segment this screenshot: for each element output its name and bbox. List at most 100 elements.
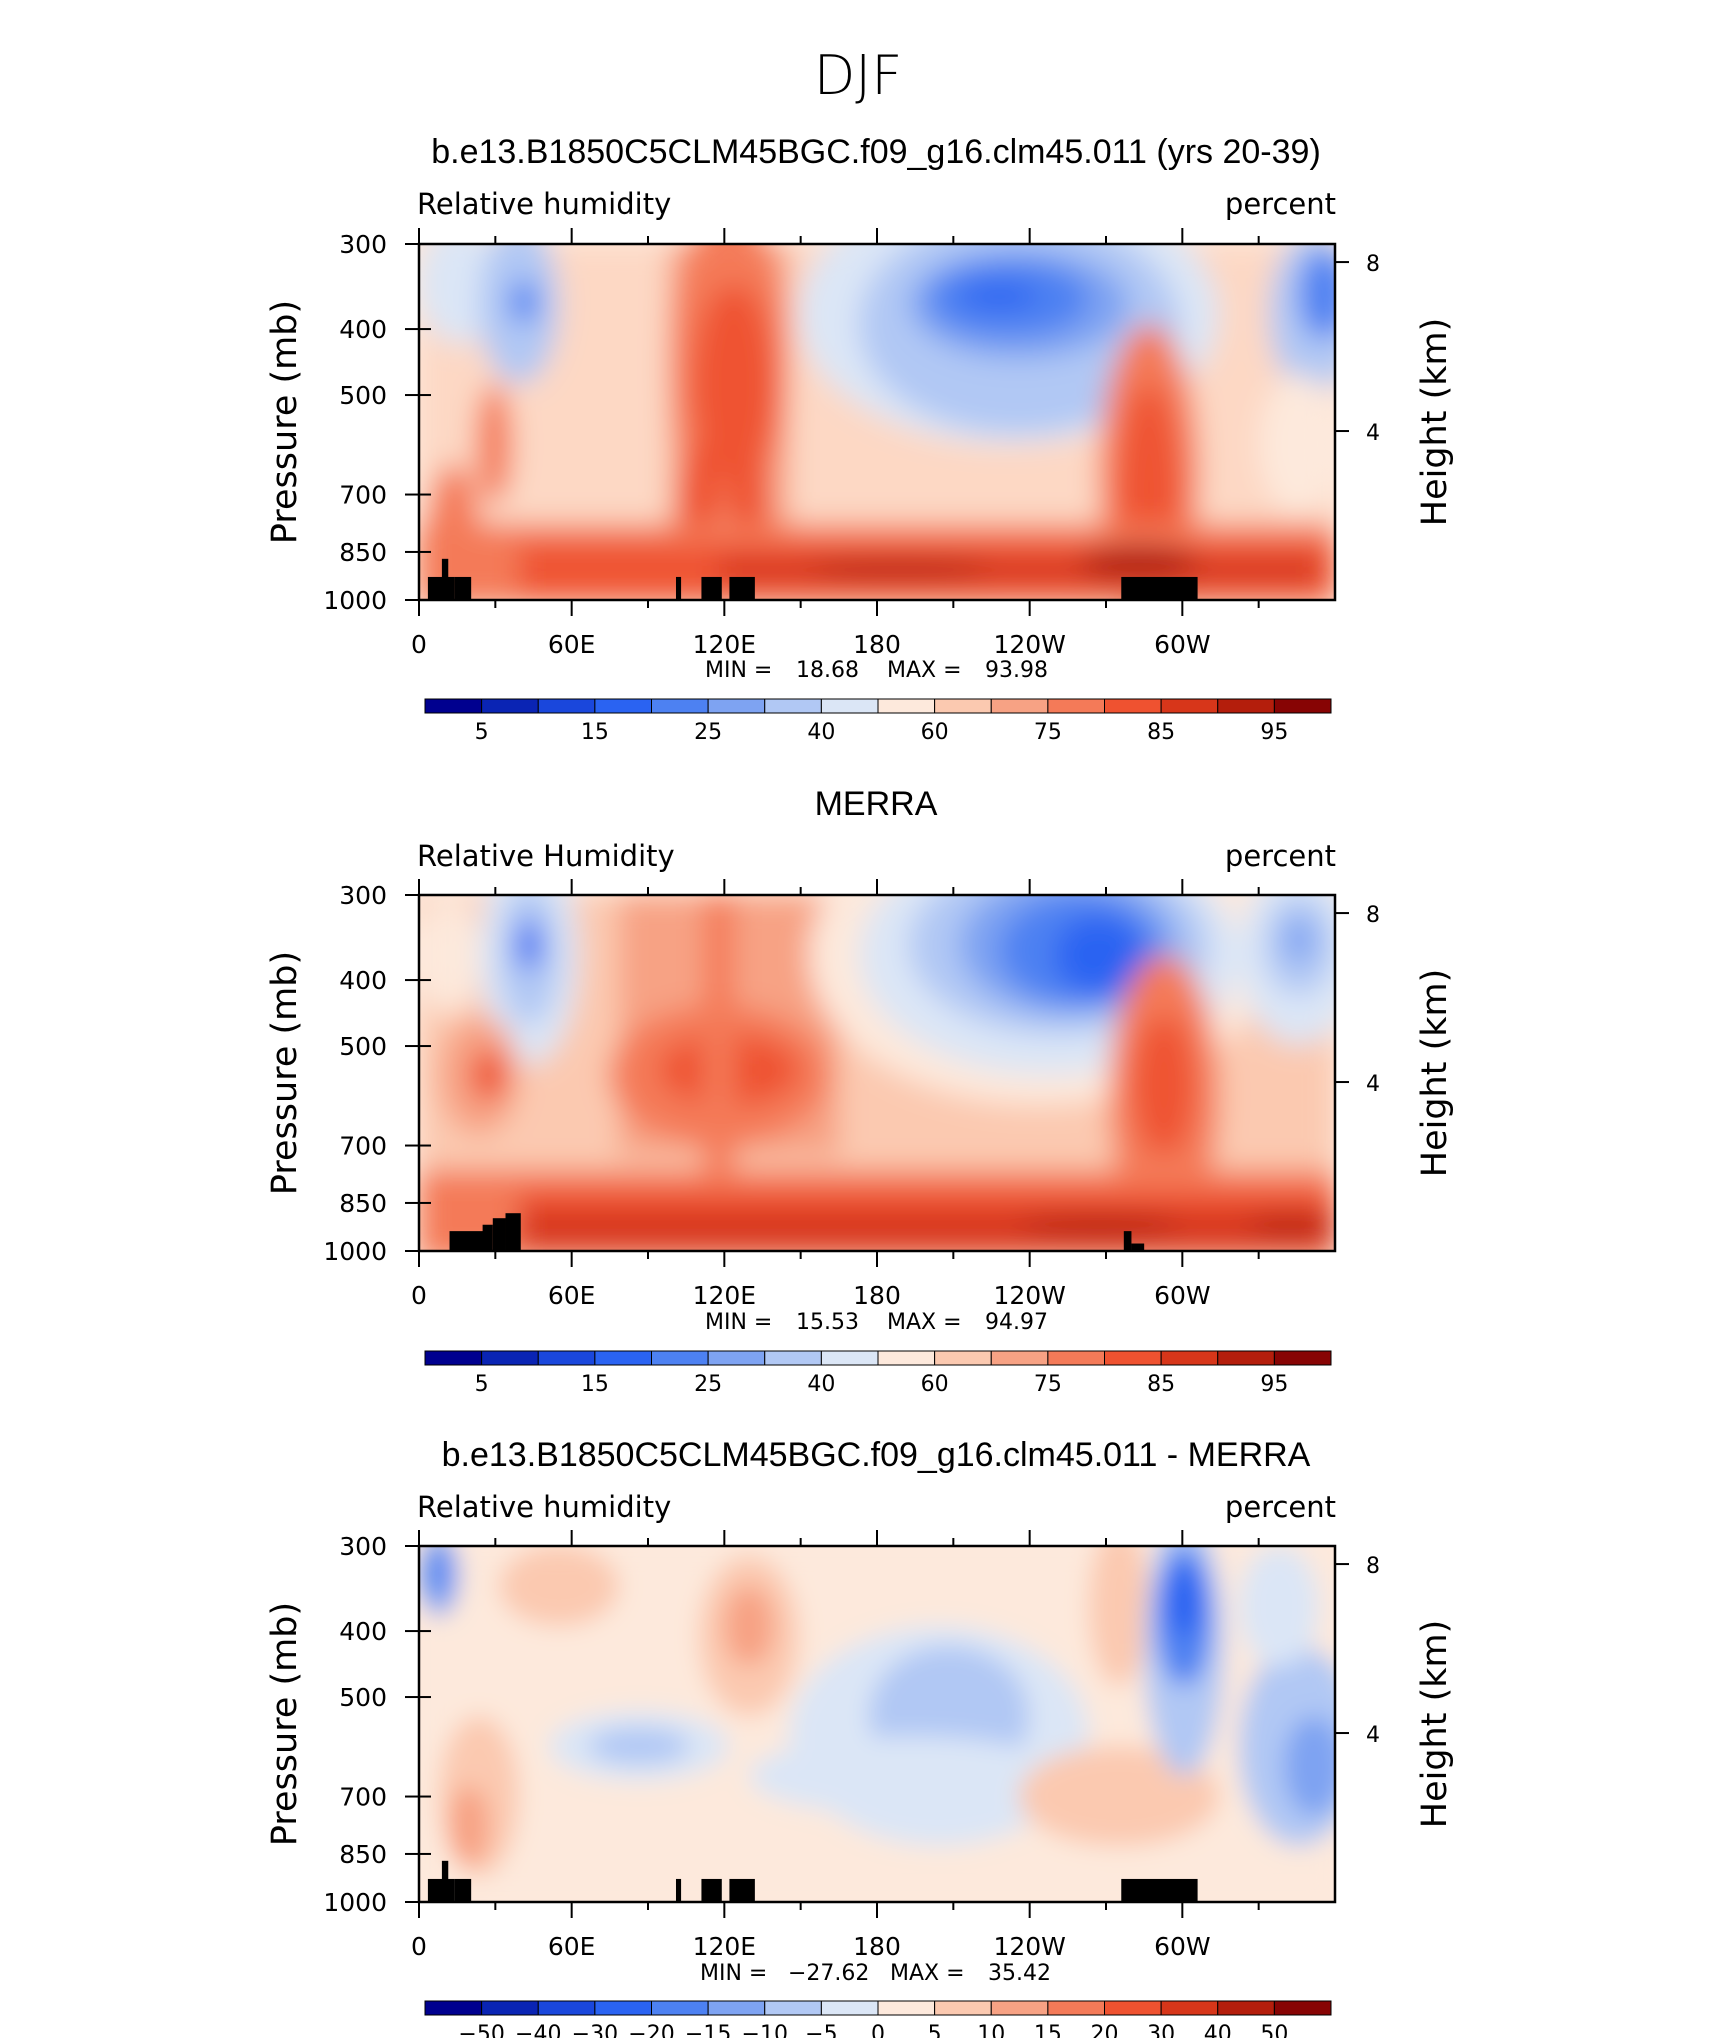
colorbar-segment [764, 1350, 822, 1366]
panel-model: b.e13.B1850C5CLM45BGC.f09_g16.clm45.011 … [265, 133, 1455, 745]
variable-label: Relative humidity [417, 187, 671, 221]
colorbar-segment [1104, 2000, 1162, 2016]
max-label: MAX = [887, 658, 962, 683]
x-tick-label: 60W [1154, 1281, 1211, 1310]
y-tick-label: 700 [339, 1783, 387, 1812]
colorbar-label: 0 [871, 2022, 885, 2038]
colorbar-segment [877, 2000, 936, 2016]
colorbar-label: −50 [458, 2022, 504, 2038]
units-label: percent [1225, 1490, 1336, 1524]
colorbar-label: −30 [572, 2022, 618, 2038]
y-tick-label: 700 [339, 1132, 387, 1161]
colorbar-label: 20 [1091, 2022, 1119, 2038]
max-label: MAX = [887, 1310, 962, 1335]
topography-mask [454, 1878, 472, 1902]
x-tick-label: 120W [993, 1281, 1065, 1310]
colorbar-label: 25 [694, 720, 722, 745]
y-right-tick-label: 8 [1366, 903, 1380, 928]
colorbar-segment [537, 1350, 596, 1366]
x-tick-label: 120E [693, 1281, 757, 1310]
topography-mask [441, 1860, 449, 1902]
y-tick-label: 850 [339, 538, 387, 567]
y-axis-label: Pressure (mb) [265, 1602, 305, 1846]
colorbar: 5 15 25 40 60 75 85 95 [424, 1350, 1332, 1397]
y-right-tick-label: 4 [1366, 421, 1380, 446]
topography-mask [1131, 1243, 1145, 1251]
colorbar-segment [594, 2000, 652, 2016]
y-tick-label: 300 [339, 1532, 387, 1561]
axes: 300 400 500 700 850 1000 8 4 0 60E 120E 180 120W 60W [323, 879, 1380, 1310]
axes: 300 400 500 700 850 1000 8 4 0 60E 120E 180 120W 60W [323, 228, 1380, 659]
y-tick-label: 1000 [323, 1237, 387, 1266]
colorbar-label: 85 [1147, 720, 1175, 745]
colorbar-segment [481, 2000, 539, 2016]
y-tick-label: 1000 [323, 586, 387, 615]
colorbar-segment [707, 1350, 766, 1366]
colorbar-segment [990, 698, 1049, 714]
colorbar-label: 75 [1034, 720, 1062, 745]
y-axis-right-label: Height (km) [1415, 318, 1455, 527]
colorbar-segment [594, 1350, 652, 1366]
x-tick-label: 60E [548, 1281, 596, 1310]
colorbar-label: 15 [1034, 2022, 1062, 2038]
colorbar-segment [1047, 698, 1105, 714]
colorbar-label: 30 [1147, 2022, 1175, 2038]
topography-mask [1121, 1878, 1198, 1902]
colorbar-segment [1273, 2000, 1332, 2016]
colorbar-segment [820, 698, 879, 714]
colorbar-segment [1104, 698, 1162, 714]
y-axis-right-label: Height (km) [1415, 1620, 1455, 1829]
colorbar-segment [707, 2000, 766, 2016]
colorbar-label: 50 [1260, 2022, 1288, 2038]
x-tick-label: 120E [693, 630, 757, 659]
variable-label: Relative humidity [417, 1490, 671, 1524]
y-axis-label: Pressure (mb) [265, 300, 305, 544]
colorbar-segment [424, 1350, 483, 1366]
colorbar-segment [934, 698, 992, 714]
colorbar-segment [651, 698, 709, 714]
colorbar-segment [877, 698, 936, 714]
colorbar: −50 −40 −30 −20 −15 −10 −5 0 5 10 15 20 30 40 50 [424, 2000, 1332, 2038]
topography-mask [729, 576, 755, 600]
panel-difference: b.e13.B1850C5CLM45BGC.f09_g16.clm45.011 … [265, 1436, 1455, 2038]
min-label: MIN = [705, 658, 772, 683]
y-tick-label: 850 [339, 1189, 387, 1218]
x-tick-label: 120W [993, 630, 1065, 659]
colorbar-segment [764, 2000, 822, 2016]
x-tick-label: 180 [853, 1281, 901, 1310]
colorbar-label: 25 [694, 1372, 722, 1397]
min-value: 15.53 [796, 1310, 859, 1335]
colorbar-label: 40 [807, 1372, 835, 1397]
colorbar-segment [1047, 1350, 1105, 1366]
topography-mask [441, 558, 449, 600]
colorbar-label: 5 [475, 1372, 489, 1397]
topography-mask [701, 1878, 722, 1902]
colorbar-label: −20 [628, 2022, 674, 2038]
colorbar-segment [990, 1350, 1049, 1366]
colorbar-segment [537, 2000, 596, 2016]
colorbar-segment [481, 1350, 539, 1366]
colorbar-label: 15 [581, 1372, 609, 1397]
y-tick-label: 400 [339, 1617, 387, 1646]
y-axis-label: Pressure (mb) [265, 951, 305, 1195]
colorbar-label: 5 [475, 720, 489, 745]
x-tick-label: 0 [411, 630, 427, 659]
topography-mask [427, 576, 455, 600]
colorbar-label: 60 [921, 1372, 949, 1397]
colorbar-segment [424, 2000, 483, 2016]
colorbar-label: 40 [807, 720, 835, 745]
y-tick-label: 500 [339, 381, 387, 410]
colorbar-segment [537, 698, 596, 714]
y-right-tick-label: 8 [1366, 1554, 1380, 1579]
units-label: percent [1225, 839, 1336, 873]
y-tick-label: 1000 [323, 1888, 387, 1917]
topography-mask [449, 1231, 486, 1251]
colorbar-label: 85 [1147, 1372, 1175, 1397]
y-tick-label: 400 [339, 966, 387, 995]
y-tick-label: 500 [339, 1032, 387, 1061]
topography-mask [675, 576, 682, 600]
x-tick-label: 120W [993, 1932, 1065, 1961]
colorbar-label: −15 [685, 2022, 731, 2038]
colorbar-segment [651, 2000, 709, 2016]
colorbar-segment [1160, 698, 1219, 714]
